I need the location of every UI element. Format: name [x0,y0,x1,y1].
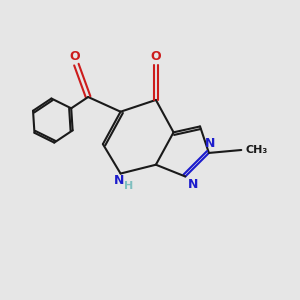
Text: H: H [124,181,134,191]
Text: CH₃: CH₃ [246,145,268,155]
Text: O: O [151,50,161,63]
Text: N: N [205,137,215,150]
Text: O: O [70,50,80,63]
Text: N: N [114,174,124,187]
Text: N: N [188,178,199,191]
